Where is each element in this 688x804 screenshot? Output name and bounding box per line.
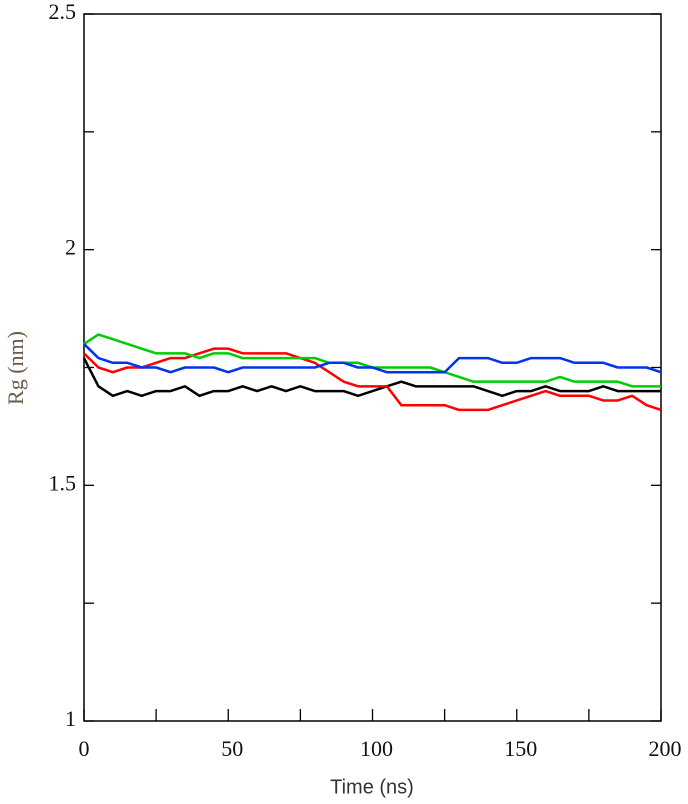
y-axis-label: Rg (nm) <box>3 331 28 405</box>
x-tick-label: 100 <box>360 736 393 761</box>
y-tick-label: 1.5 <box>49 470 77 495</box>
y-tick-label: 1 <box>65 706 76 731</box>
x-tick-label: 200 <box>649 736 682 761</box>
series-line <box>83 333 661 388</box>
y-tick-label: 2.5 <box>49 0 77 24</box>
y-tick-label: 2 <box>65 235 76 260</box>
series-line <box>82 357 661 398</box>
x-axis-label: Time (ns) <box>330 776 414 798</box>
x-tick-label: 50 <box>221 736 243 761</box>
series-line <box>83 343 662 374</box>
x-tick-label: 150 <box>504 736 537 761</box>
series-line <box>83 347 662 412</box>
x-tick-label: 0 <box>79 736 90 761</box>
